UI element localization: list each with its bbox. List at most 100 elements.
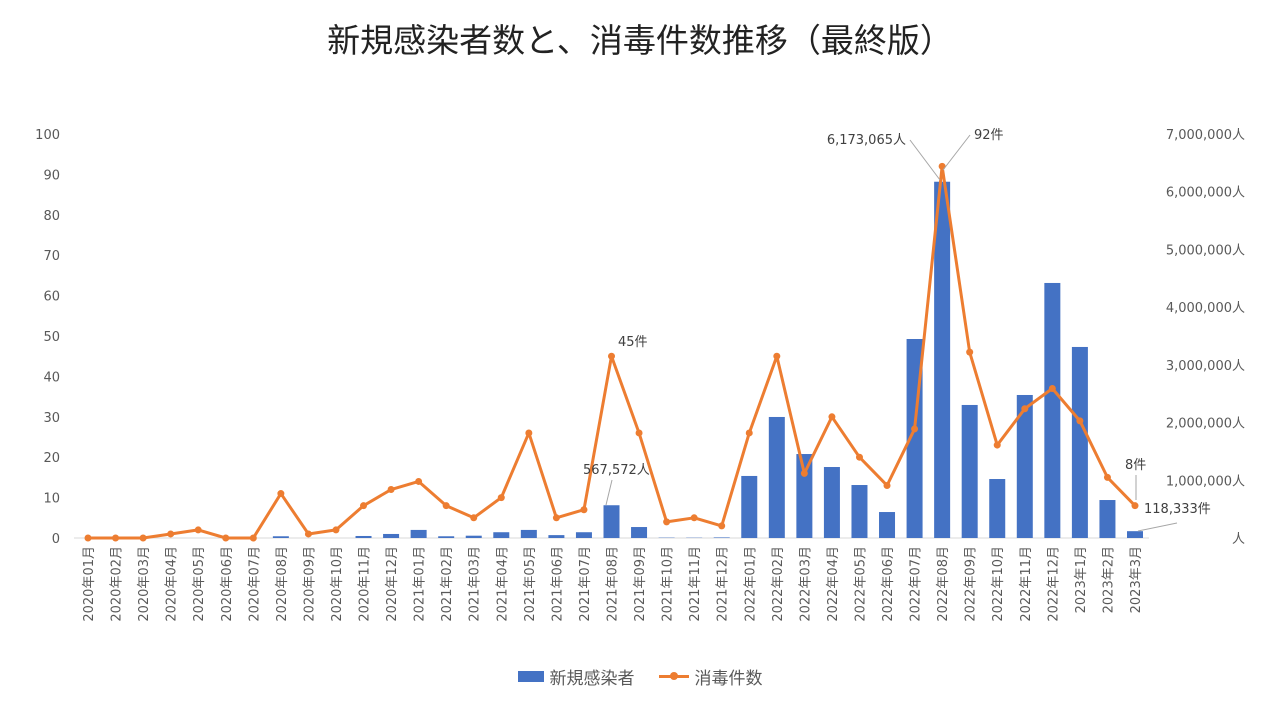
x-tick-label: 2021年03月 — [468, 546, 483, 622]
right-tick-label: 7,000,000人 — [1166, 128, 1245, 143]
x-tick-label: 2020年06月 — [220, 546, 235, 622]
x-tick-label: 2020年04月 — [165, 546, 180, 622]
x-tick-label: 2022年12月 — [1046, 546, 1061, 622]
legend-item-cases[interactable]: 新規感染者 — [517, 664, 635, 689]
legend-label-cases: 新規感染者 — [549, 669, 635, 689]
bar-cases — [1044, 282, 1061, 538]
line-point — [552, 514, 560, 522]
bar-cases — [879, 512, 896, 538]
right-tick-label: 4,000,000人 — [1166, 301, 1245, 316]
bar-cases — [796, 454, 813, 538]
x-tick-label: 2020年01月 — [82, 546, 97, 622]
x-tick-label: 2021年07月 — [578, 546, 593, 622]
bar-cases — [603, 505, 620, 538]
left-tick-label: 80 — [43, 209, 60, 224]
x-tick-label: 2022年02月 — [771, 546, 786, 622]
bar-cases — [989, 479, 1006, 538]
x-tick-label: 2022年04月 — [826, 546, 841, 622]
x-tick-label: 2023年3月 — [1129, 546, 1144, 613]
line-point — [360, 502, 368, 510]
bar-cases — [1127, 531, 1143, 538]
line-point — [112, 534, 120, 542]
line-point — [139, 534, 147, 542]
x-tick-label: 2020年08月 — [275, 546, 290, 622]
annotation-leader — [909, 139, 941, 181]
annotation-leader — [1137, 522, 1178, 532]
line-point — [828, 413, 836, 421]
data-label: 6,173,065人 — [827, 133, 906, 148]
line-point — [718, 522, 726, 530]
bar-cases — [1071, 346, 1088, 538]
bar-cases — [465, 535, 482, 538]
legend-bar-swatch — [517, 671, 544, 682]
x-tick-label: 2021年02月 — [440, 546, 455, 622]
line-point — [635, 429, 643, 437]
data-label: 567,572人 — [583, 463, 650, 478]
line-point — [249, 534, 257, 542]
annotation-leader — [942, 134, 971, 171]
line-point — [993, 441, 1001, 449]
line-point — [332, 526, 340, 534]
line-point — [1131, 502, 1139, 510]
left-tick-label: 0 — [52, 532, 60, 547]
left-tick-label: 50 — [43, 330, 60, 345]
x-tick-label: 2022年08月 — [936, 546, 951, 622]
x-tick-label: 2020年07月 — [247, 546, 262, 622]
bar-cases — [575, 532, 592, 538]
data-label: 8件 — [1125, 458, 1146, 473]
legend-line-swatch — [658, 672, 689, 680]
line-point — [1076, 417, 1084, 425]
line-point — [1021, 405, 1029, 413]
line-point — [966, 348, 974, 356]
bar-cases — [631, 527, 648, 538]
bar-cases — [851, 485, 868, 538]
chart-title: 新規感染者数と、消毒件数推移（最終版） — [327, 21, 953, 60]
left-tick-label: 20 — [43, 451, 60, 466]
line-point — [387, 486, 395, 494]
legend-item-disinfections[interactable]: 消毒件数 — [658, 664, 763, 689]
bar-cases — [741, 475, 758, 538]
right-tick-label: 5,000,000人 — [1166, 243, 1245, 258]
line-point — [883, 481, 891, 489]
x-tick-label: 2022年10月 — [991, 546, 1006, 622]
line-point — [580, 506, 588, 514]
x-tick-label: 2023年2月 — [1101, 546, 1116, 613]
bar-cases — [1016, 394, 1033, 538]
x-tick-label: 2021年04月 — [495, 546, 510, 622]
left-tick-label: 70 — [43, 249, 60, 264]
bar-cases — [823, 467, 840, 538]
x-tick-label: 2020年02月 — [110, 546, 125, 622]
line-point — [800, 469, 808, 477]
line-point — [525, 429, 533, 437]
line-point — [167, 530, 175, 538]
data-label: 45件 — [618, 335, 648, 350]
line-point — [84, 534, 92, 542]
x-tick-label: 2021年08月 — [606, 546, 621, 622]
line-point — [773, 352, 781, 360]
x-tick-label: 2020年05月 — [192, 546, 207, 622]
line-point — [470, 514, 478, 522]
right-tick-label: 人 — [1232, 532, 1245, 547]
data-label: 118,333件 — [1144, 502, 1211, 517]
x-tick-label: 2021年05月 — [523, 546, 538, 622]
x-tick-label: 2021年11月 — [688, 546, 703, 622]
line-point — [415, 477, 423, 485]
bar-cases — [520, 529, 537, 538]
bar-cases — [355, 535, 372, 538]
x-tick-label: 2021年06月 — [550, 546, 565, 622]
line-point — [1048, 385, 1056, 393]
line-point — [690, 514, 698, 522]
legend-label-disinfections: 消毒件数 — [694, 669, 763, 689]
right-tick-label: 6,000,000人 — [1166, 186, 1245, 201]
x-tick-label: 2022年11月 — [1019, 546, 1034, 622]
left-tick-label: 10 — [43, 492, 60, 507]
x-tick-label: 2022年05月 — [853, 546, 868, 622]
left-tick-label: 100 — [35, 128, 60, 143]
x-tick-label: 2020年09月 — [302, 546, 317, 622]
x-tick-label: 2022年09月 — [964, 546, 979, 622]
x-tick-label: 2020年10月 — [330, 546, 345, 622]
bar-cases — [1099, 500, 1116, 538]
x-tick-label: 2021年01月 — [413, 546, 428, 622]
x-tick-label: 2021年12月 — [716, 546, 731, 622]
